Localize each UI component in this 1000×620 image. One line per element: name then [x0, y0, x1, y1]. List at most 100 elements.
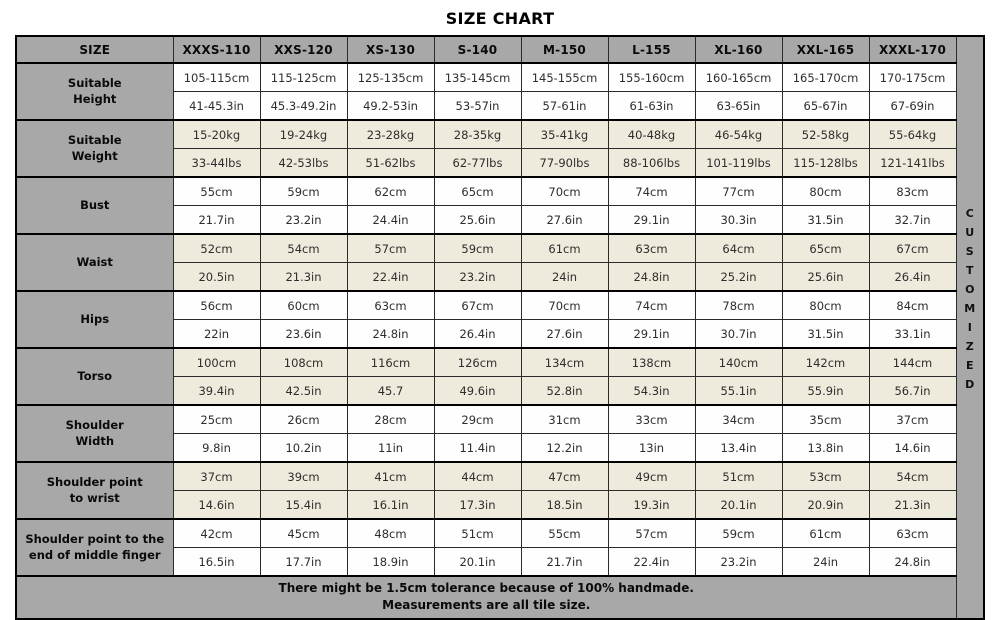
size-header-cell: XXXS-110: [172, 35, 261, 64]
value-cell: 29cm: [433, 404, 522, 434]
value-cell: 101-119lbs: [694, 148, 783, 178]
value-cell: 63cm: [868, 518, 957, 548]
value-cell: 20.1in: [433, 547, 522, 577]
value-cell: 17.3in: [433, 490, 522, 520]
value-cell: 24in: [781, 547, 870, 577]
value-cell: 45.7: [346, 376, 435, 406]
measurement-row: Suitable Height 105-115cm 115-125cm 125-135…: [15, 62, 984, 121]
value-cell: 49.2-53in: [346, 91, 435, 121]
value-cell: 27.6in: [520, 205, 609, 235]
value-cell: 67cm: [868, 233, 957, 263]
value-cell: 165-170cm: [781, 62, 870, 92]
value-cell: 34cm: [694, 404, 783, 434]
value-cell: 59cm: [433, 233, 522, 263]
value-cell: 55cm: [172, 176, 261, 206]
value-cell: 16.1in: [346, 490, 435, 520]
page-title: SIZE CHART: [445, 9, 555, 28]
value-cell: 31.5in: [781, 319, 870, 349]
value-cell: 20.1in: [694, 490, 783, 520]
measurement-row: 16.5in 17.7in 18.9in 20.1in 21.7in 22.4in 23.2…: [16, 547, 984, 577]
value-cell: 25.6in: [781, 262, 870, 292]
value-cell: 61cm: [520, 233, 609, 263]
value-cell: 25.2in: [694, 262, 783, 292]
measurement-row: 39.4in 42.5in 45.7 49.6in 52.8in 54.3in 55.1in…: [16, 376, 984, 406]
value-cell: 21.7in: [520, 547, 609, 577]
value-cell: 70cm: [520, 176, 609, 206]
measurement-row: Suitable Weight 15-20kg 19-24kg 23-28kg 28-3…: [15, 119, 984, 178]
value-cell: 37cm: [868, 404, 957, 434]
value-cell: 29.1in: [607, 319, 696, 349]
row-label: Shoulder point to the end of middle fing…: [15, 518, 174, 577]
value-cell: 67-69in: [868, 91, 957, 121]
value-cell: 22in: [172, 319, 261, 349]
value-cell: 61cm: [781, 518, 870, 548]
value-cell: 46-54kg: [694, 119, 783, 149]
customized-letter: Z: [965, 340, 974, 354]
value-cell: 144cm: [868, 347, 957, 377]
value-cell: 53cm: [781, 461, 870, 491]
value-cell: 24in: [520, 262, 609, 292]
size-header-cell: XS-130: [346, 35, 435, 64]
value-cell: 65-67in: [781, 91, 870, 121]
value-cell: 56cm: [172, 290, 261, 320]
size-header-cell: XL-160: [694, 35, 783, 64]
value-cell: 31.5in: [781, 205, 870, 235]
value-cell: 42-53lbs: [259, 148, 348, 178]
value-cell: 25cm: [172, 404, 261, 434]
value-cell: 23.2in: [259, 205, 348, 235]
value-cell: 70cm: [520, 290, 609, 320]
measurement-row: 21.7in 23.2in 24.4in 25.6in 27.6in 29.1in 30.3…: [16, 205, 984, 235]
value-cell: 14.6in: [868, 433, 957, 463]
value-cell: 21.7in: [172, 205, 261, 235]
value-cell: 13.4in: [694, 433, 783, 463]
value-cell: 33cm: [607, 404, 696, 434]
customized-letter: U: [965, 226, 975, 240]
size-header-cell: M-150: [520, 35, 609, 64]
value-cell: 23.2in: [694, 547, 783, 577]
value-cell: 78cm: [694, 290, 783, 320]
value-cell: 15-20kg: [172, 119, 261, 149]
value-cell: 11in: [346, 433, 435, 463]
value-cell: 84cm: [868, 290, 957, 320]
value-cell: 37cm: [172, 461, 261, 491]
value-cell: 67cm: [433, 290, 522, 320]
value-cell: 33-44lbs: [172, 148, 261, 178]
size-header-cell: XXS-120: [259, 35, 348, 64]
value-cell: 80cm: [781, 290, 870, 320]
customized-letter: D: [965, 378, 975, 392]
value-cell: 41-45.3in: [172, 91, 261, 121]
value-cell: 83cm: [868, 176, 957, 206]
value-cell: 116cm: [346, 347, 435, 377]
value-cell: 25.6in: [433, 205, 522, 235]
value-cell: 115-128lbs: [781, 148, 870, 178]
value-cell: 40-48kg: [607, 119, 696, 149]
value-cell: 30.7in: [694, 319, 783, 349]
value-cell: 39cm: [259, 461, 348, 491]
value-cell: 28cm: [346, 404, 435, 434]
value-cell: 19.3in: [607, 490, 696, 520]
customized-letter: T: [965, 264, 974, 278]
value-cell: 134cm: [520, 347, 609, 377]
measurement-row: 20.5in 21.3in 22.4in 23.2in 24in 24.8in 25.2in…: [16, 262, 984, 292]
value-cell: 155-160cm: [607, 62, 696, 92]
value-cell: 20.5in: [172, 262, 261, 292]
value-cell: 54cm: [868, 461, 957, 491]
footer-note: There might be 1.5cm tolerance because o…: [15, 575, 957, 620]
value-cell: 53-57in: [433, 91, 522, 121]
value-cell: 140cm: [694, 347, 783, 377]
measurement-row: 33-44lbs 42-53lbs 51-62lbs 62-77lbs 77-90lbs…: [16, 148, 984, 178]
size-header-cell: S-140: [433, 35, 522, 64]
customized-letter: I: [967, 321, 972, 335]
value-cell: 51cm: [433, 518, 522, 548]
size-header-cell: XXXL-170: [868, 35, 957, 64]
value-cell: 21.3in: [259, 262, 348, 292]
value-cell: 62-77lbs: [433, 148, 522, 178]
value-cell: 31cm: [520, 404, 609, 434]
measurement-row: 14.6in 15.4in 16.1in 17.3in 18.5in 19.3in 20.1…: [16, 490, 984, 520]
measurement-row: 9.8in 10.2in 11in 11.4in 12.2in 13in 13.4in 13.…: [16, 433, 984, 463]
value-cell: 49cm: [607, 461, 696, 491]
value-cell: 125-135cm: [346, 62, 435, 92]
value-cell: 30.3in: [694, 205, 783, 235]
